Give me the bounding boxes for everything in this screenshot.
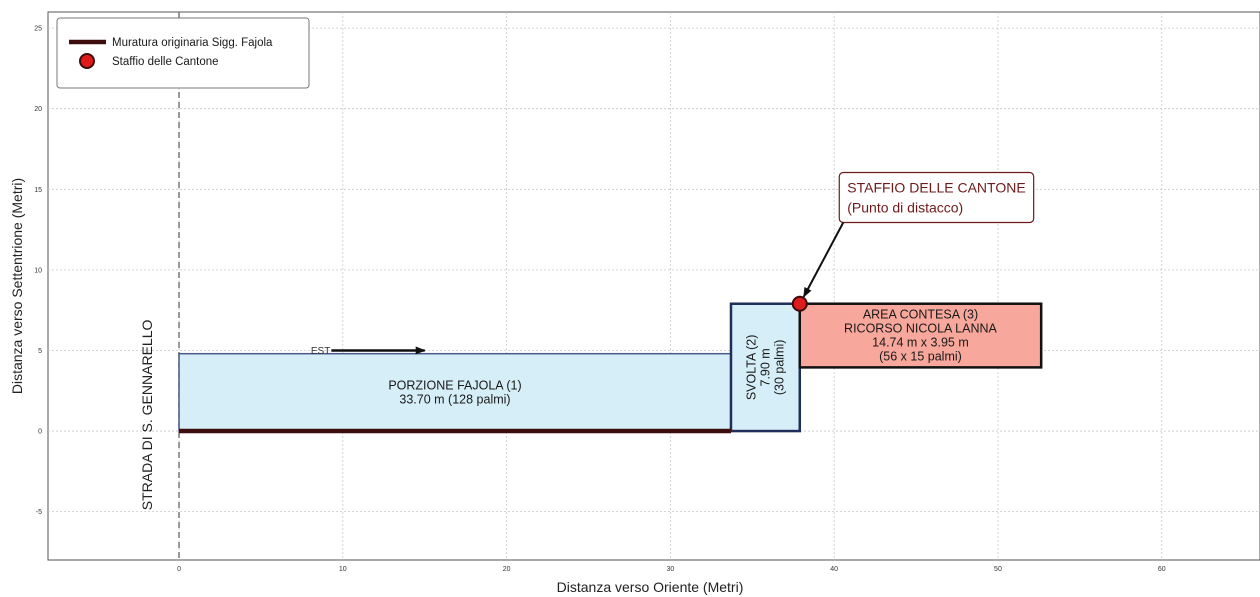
x-tick-label: 60 [1158, 566, 1166, 573]
region-label-area-contesa: RICORSO NICOLA LANNA [844, 322, 997, 336]
region-label-porzione-fajola: PORZIONE FAJOLA (1) [388, 378, 521, 392]
road-label: STRADA DI S. GENNARELLO [139, 320, 155, 511]
annotation-callout: STAFFIO DELLE CANTONE (Punto di distacco… [802, 171, 1035, 298]
legend-label-wall: Muratura originaria Sigg. Fajola [112, 37, 273, 49]
y-tick-label: 0 [38, 429, 42, 436]
x-tick-label: 10 [339, 566, 347, 573]
y-tick-label: -5 [36, 509, 42, 516]
callout-subtitle: (Punto di distacco) [847, 200, 963, 216]
x-tick-label: 30 [666, 566, 674, 573]
region-label-line: SVOLTA (2) [744, 335, 758, 401]
x-tick-label: 40 [830, 566, 838, 573]
y-tick-label: 15 [34, 187, 42, 194]
plot-area [47, 11, 1260, 561]
legend-label-point: Staffio delle Cantone [112, 56, 219, 68]
callout-title: STAFFIO DELLE CANTONE [847, 180, 1025, 196]
axis-ticks: 0 10 20 30 40 50 60 -5 0 5 10 15 20 25 [34, 26, 1166, 573]
staffio-point [791, 295, 808, 312]
region-label-line: 7.90 m [758, 348, 772, 386]
region-area-contesa [798, 302, 1043, 369]
x-axis-title: Distanza verso Oriente (Metri) [557, 579, 744, 595]
y-tick-label: 5 [38, 348, 42, 355]
x-tick-label: 0 [177, 566, 181, 573]
region-label-svolta: SVOLTA (2) 7.90 m (30 palmi) [744, 335, 786, 401]
legend-point-swatch [79, 53, 95, 69]
regions: PORZIONE FAJOLA (1)33.70 m (128 palmi) SV… [178, 302, 1043, 433]
region-svolta [729, 302, 802, 433]
region-label-area-contesa: AREA CONTESA (3) [863, 308, 978, 322]
direction-label: EST [311, 346, 330, 357]
region-porzione-fajola [178, 352, 732, 432]
y-axis-title: Distanza verso Settentrione (Metri) [9, 178, 25, 394]
region-label-area-contesa: (56 x 15 palmi) [879, 350, 962, 364]
legend: Muratura originaria Sigg. Fajola Staffio… [56, 17, 310, 89]
x-tick-label: 20 [503, 566, 511, 573]
legend-box [56, 17, 310, 89]
region-label-porzione-fajola: 33.70 m (128 palmi) [399, 392, 510, 406]
callout-box [838, 171, 1035, 224]
x-tick-label: 50 [994, 566, 1002, 573]
y-tick-label: 10 [34, 267, 42, 274]
region-label-area-contesa: 14.74 m x 3.95 m [872, 336, 969, 350]
region-label-line: (30 palmi) [772, 340, 786, 396]
y-tick-label: 20 [34, 106, 42, 113]
y-tick-label: 25 [34, 26, 42, 33]
callout-arrow [802, 222, 845, 298]
